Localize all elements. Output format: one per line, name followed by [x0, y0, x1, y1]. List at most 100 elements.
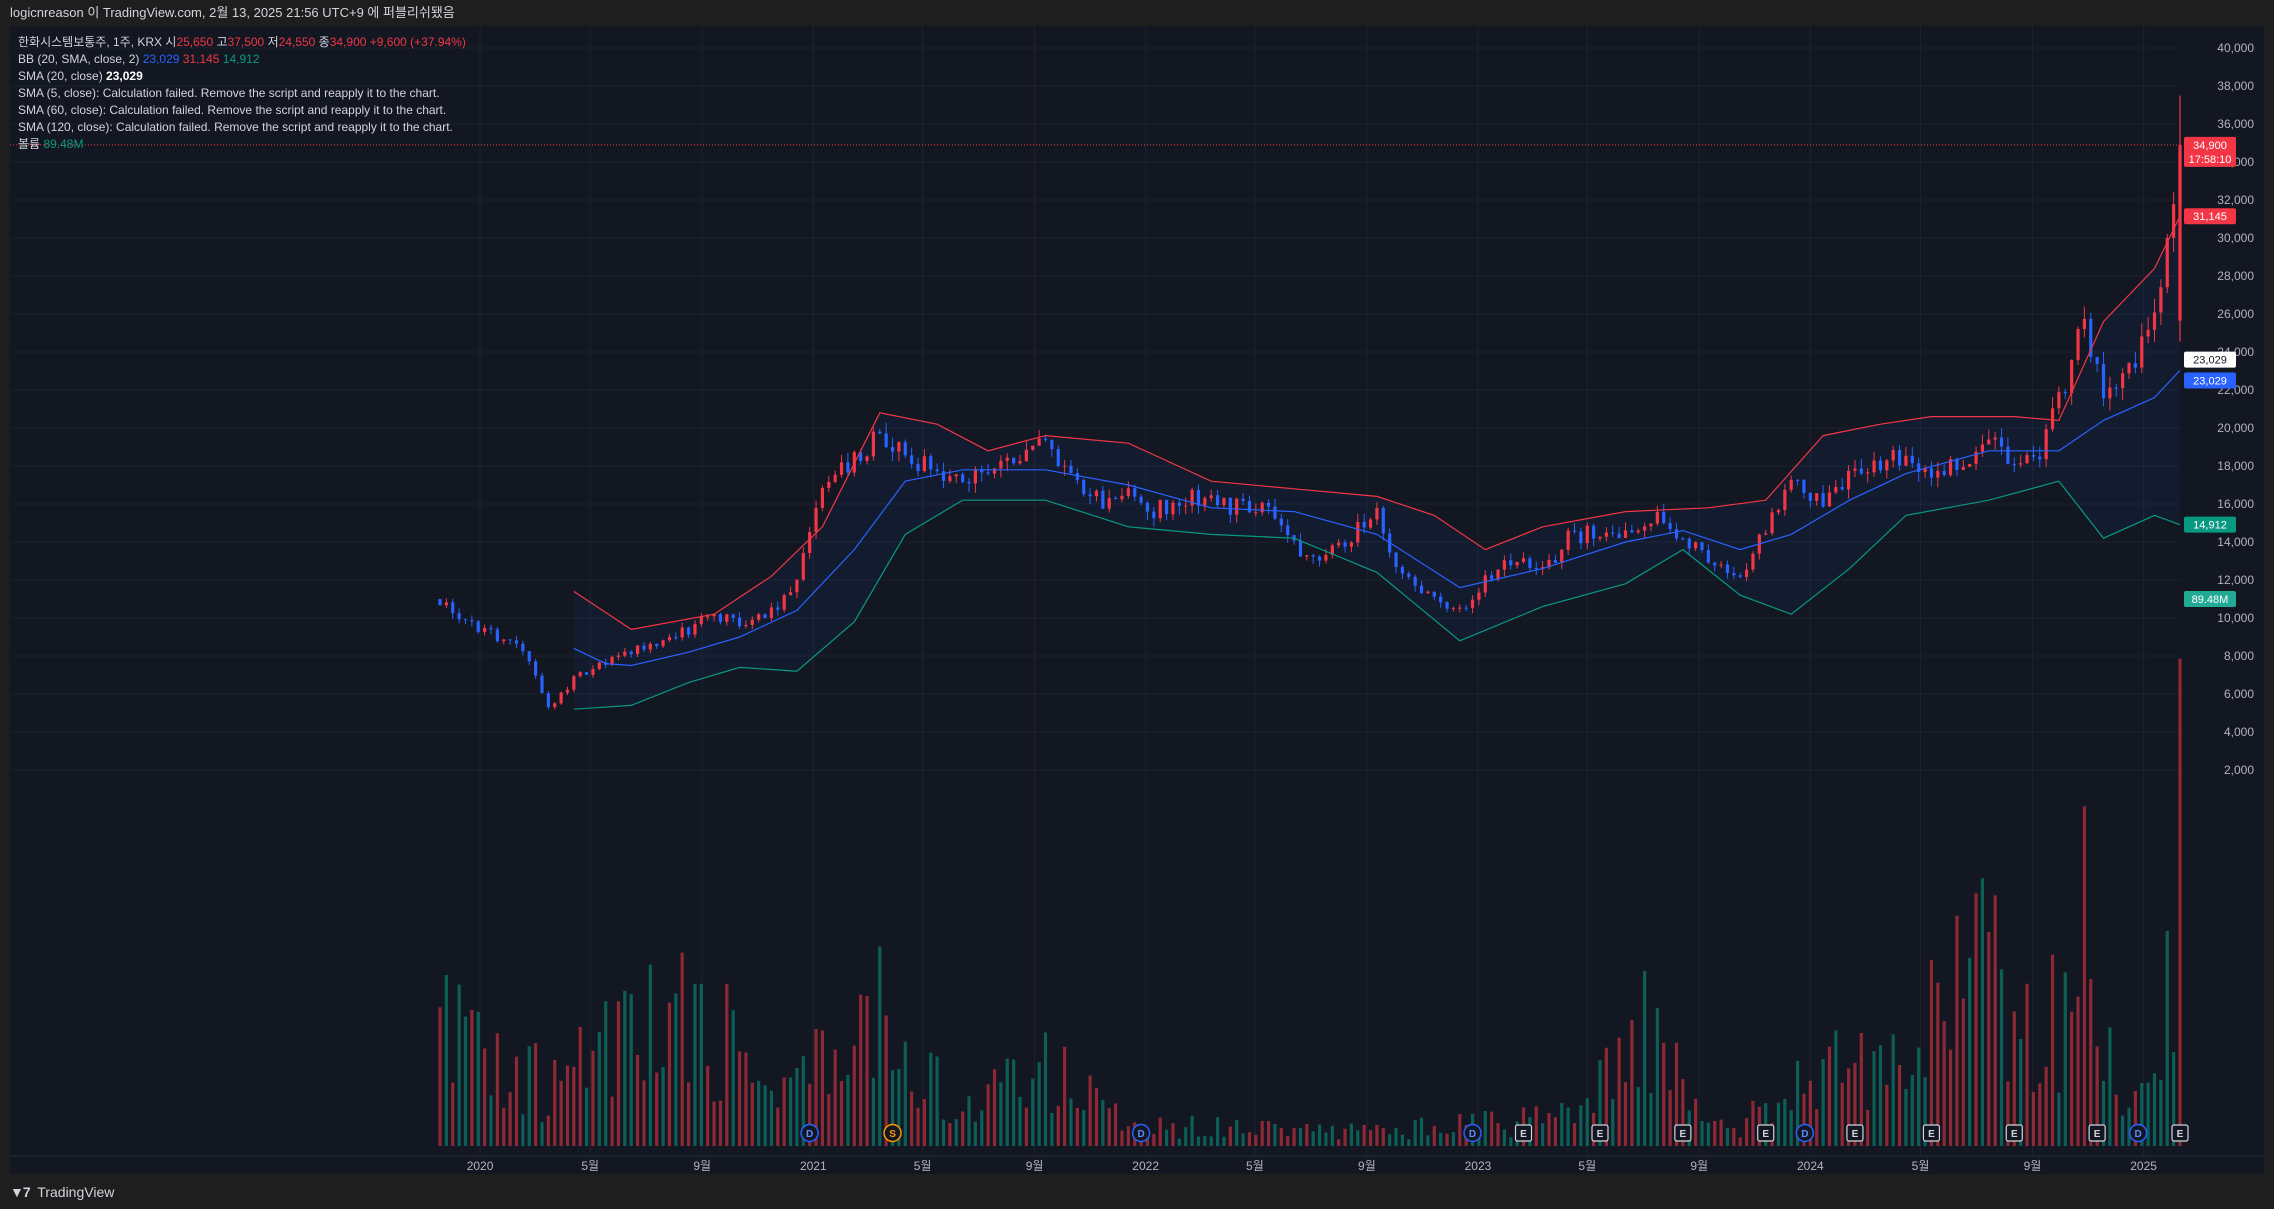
volume-bar [731, 1010, 735, 1146]
candle-body [980, 469, 984, 473]
legend-sma120-row[interactable]: SMA (120, close): Calculation failed. Re… [18, 119, 466, 136]
volume-bar [648, 964, 652, 1146]
volume-bar [1419, 1117, 1424, 1146]
volume-bar [1317, 1124, 1322, 1146]
volume-bar [674, 993, 678, 1146]
candle-body [1235, 498, 1239, 515]
candle-body [1917, 463, 1921, 472]
candle-body [706, 616, 710, 618]
time-tick-label: 5월 [1912, 1159, 1930, 1173]
symbol-label[interactable]: 한화시스템보통주, 1주, KRX [18, 35, 163, 49]
tradingview-logo-icon[interactable]: ▼7 [10, 1184, 31, 1200]
legend-sma5-row[interactable]: SMA (5, close): Calculation failed. Remo… [18, 85, 466, 102]
candle-body [1439, 596, 1443, 603]
legend-sma20-row[interactable]: SMA (20, close) 23,029 [18, 68, 466, 85]
volume-bar [1579, 1105, 1583, 1146]
candle-body [1483, 575, 1487, 593]
volume-bar [1961, 998, 1965, 1146]
candle-body [2114, 387, 2118, 389]
candle-body [2076, 329, 2080, 360]
volume-bar [1152, 1133, 1156, 1146]
volume-bar [1509, 1137, 1513, 1146]
volume-bar [1114, 1103, 1118, 1146]
publish-caption: logicnreason 이 TradingView.com, 2월 13, 2… [0, 0, 2274, 26]
volume-bar [1407, 1139, 1411, 1146]
volume-bar [1368, 1130, 1373, 1146]
sma20-label[interactable]: SMA (20, close) [18, 69, 103, 83]
candle-body [1725, 564, 1730, 574]
candle-body [1974, 451, 1978, 465]
volume-label[interactable]: 볼륨 [18, 137, 41, 151]
candle-body [1190, 489, 1194, 506]
candle-body [514, 640, 519, 644]
volume-bar [1942, 1021, 1946, 1146]
candle-body [521, 643, 525, 652]
volume-bar [1744, 1118, 1749, 1146]
candle-body [1018, 461, 1022, 464]
volume-bar [890, 1070, 895, 1146]
volume-bar [2140, 1083, 2144, 1146]
volume-bar [1286, 1135, 1290, 1146]
volume-bar [1674, 1042, 1679, 1146]
candle-body [2178, 144, 2182, 321]
volume-bar [1075, 1107, 1079, 1146]
volume-tag-bg [2184, 591, 2236, 607]
candle-body [457, 613, 461, 620]
legend-volume-row[interactable]: 볼륨 89.48M [18, 136, 466, 153]
volume-bar [1490, 1111, 1494, 1146]
candle-body [667, 637, 672, 641]
volume-bar [1649, 1092, 1653, 1146]
volume-bar [1534, 1106, 1538, 1146]
time-tick-label: 2025 [2130, 1159, 2157, 1173]
candle-body [1184, 505, 1188, 507]
volume-bar [1955, 915, 1959, 1146]
legend-ohlc-row[interactable]: 한화시스템보통주, 1주, KRX 시25,650 고37,500 저24,55… [18, 34, 466, 51]
volume-bar [808, 1083, 812, 1146]
volume-bar [502, 1107, 506, 1146]
volume-bar [1738, 1137, 1742, 1146]
time-tick-label: 9월 [1358, 1159, 1376, 1173]
volume-bar [1311, 1131, 1315, 1146]
volume-bar [1980, 878, 1985, 1146]
volume-bar [916, 1107, 920, 1146]
footer-brand[interactable]: TradingView [37, 1184, 115, 1200]
volume-bar [1050, 1113, 1054, 1146]
volume-bar [744, 1052, 748, 1146]
volume-bar [1375, 1124, 1379, 1146]
candle-body [597, 662, 601, 670]
candle-body [1496, 569, 1500, 580]
candle-body [1987, 439, 1991, 445]
volume-bar [1215, 1117, 1220, 1146]
candle-body [1114, 498, 1118, 500]
volume-bar [655, 1072, 659, 1146]
candle-body [1910, 455, 1914, 464]
legend-bb-row[interactable]: BB (20, SMA, close, 2) 23,029 31,145 14,… [18, 51, 466, 68]
chart-pane[interactable]: 40,00038,00036,00034,00032,00030,00028,0… [10, 26, 2264, 1174]
candle-body [1968, 464, 1972, 467]
legend-sma60-row[interactable]: SMA (60, close): Calculation failed. Rem… [18, 102, 466, 119]
volume-bar [1598, 1060, 1602, 1146]
candle-body [489, 628, 493, 630]
event-label: E [1597, 1129, 1604, 1140]
volume-bar [457, 984, 461, 1146]
volume-bar [718, 1100, 723, 1146]
candle-body [1458, 607, 1462, 609]
candle-body [1827, 492, 1832, 507]
chart-canvas[interactable]: 40,00038,00036,00034,00032,00030,00028,0… [10, 26, 2264, 1174]
candle-body [1643, 526, 1647, 531]
volume-bar [929, 1052, 933, 1146]
price-tick-label: 10,000 [2217, 611, 2254, 625]
volume-bar [1993, 895, 1997, 1146]
bb-lower-value: 14,912 [222, 52, 260, 66]
time-tick-label: 2023 [1465, 1159, 1492, 1173]
dividend-event-icon [1463, 1123, 1482, 1143]
price-tick-label: 8,000 [2224, 649, 2254, 663]
candle-body [2121, 373, 2125, 389]
time-tick-label: 9월 [693, 1159, 711, 1173]
event-label: D [1801, 1129, 1808, 1140]
candle-body [1094, 490, 1099, 497]
candle-body [1547, 559, 1551, 568]
volume-bar [935, 1056, 939, 1146]
volume-bar [1483, 1110, 1487, 1146]
bb-label[interactable]: BB (20, SMA, close, 2) [18, 52, 140, 66]
